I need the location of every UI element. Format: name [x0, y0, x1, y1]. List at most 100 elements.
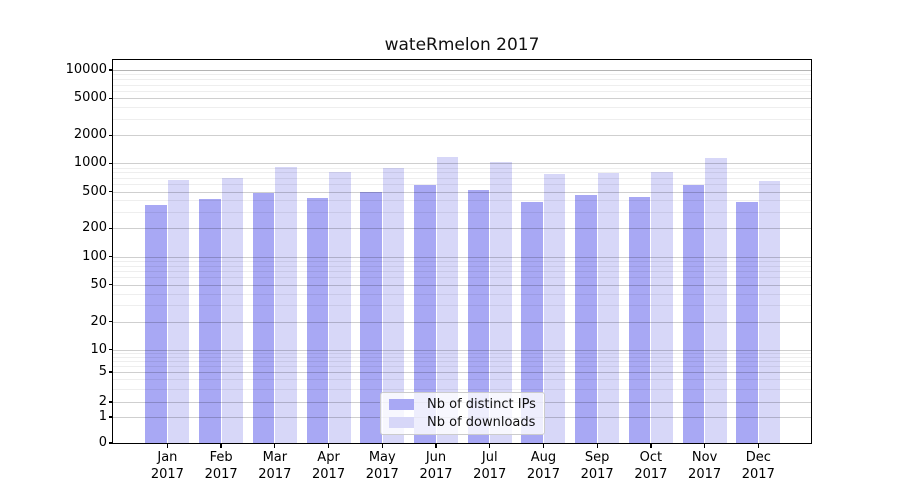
x-tick-label-jan: Jan 2017	[150, 450, 184, 482]
x-tick-mark-jul	[489, 443, 491, 448]
y-tick-mark-2	[108, 401, 113, 403]
gridline-minor-7	[113, 361, 811, 363]
gridline-major-10	[113, 349, 811, 351]
gridline-minor-800	[113, 172, 811, 174]
x-tick-label-apr: Apr 2017	[312, 450, 346, 482]
y-tick-mark-1000	[108, 162, 113, 164]
bar-distinct-ips-jun	[414, 184, 436, 443]
bar-downloads-aug	[543, 174, 566, 443]
gridline-minor-3000	[113, 118, 811, 120]
gridline-major-5	[113, 372, 811, 373]
bar-distinct-ips-jan	[145, 204, 167, 443]
gridline-minor-400	[113, 200, 811, 202]
x-tick-label-aug: Aug 2017	[526, 450, 560, 482]
gridline-minor-4	[113, 379, 811, 381]
x-tick-label-feb: Feb 2017	[204, 450, 238, 482]
gridline-minor-12000	[113, 70, 811, 72]
gridline-minor-3	[113, 388, 811, 390]
x-tick-mark-mar	[274, 443, 276, 448]
gridline-minor-9	[113, 353, 811, 355]
y-tick-mark-500	[108, 190, 113, 193]
bar-downloads-feb	[221, 178, 244, 443]
y-tick-mark-50	[108, 283, 113, 286]
gridline-minor-8	[113, 356, 811, 358]
legend-swatch-downloads	[389, 416, 414, 428]
bar-downloads-dec	[758, 180, 781, 443]
x-tick-label-dec: Dec 2017	[741, 450, 775, 482]
y-tick-label-2: 2	[98, 394, 107, 409]
bar-distinct-ips-mar	[252, 193, 275, 443]
x-tick-label-jul: Jul 2017	[473, 450, 507, 482]
bar-distinct-ips-apr	[306, 197, 329, 443]
x-tick-mark-nov	[703, 443, 706, 448]
gridline-minor-9000	[113, 74, 811, 76]
gridline-major-1000	[113, 163, 811, 165]
x-tick-label-nov: Nov 2017	[688, 450, 722, 482]
gridline-minor-4000	[113, 107, 811, 109]
x-tick-mark-sep	[596, 443, 598, 448]
y-tick-mark-5	[108, 371, 113, 373]
gridline-minor-40	[113, 293, 811, 295]
gridline-major-500	[113, 191, 811, 193]
y-tick-label-5: 5	[98, 364, 107, 379]
y-tick-mark-10	[108, 349, 113, 351]
bar-distinct-ips-oct	[628, 196, 651, 443]
y-tick-label-5000: 5000	[73, 90, 107, 106]
gridline-minor-30	[113, 305, 811, 307]
x-tick-mark-jan	[166, 443, 169, 448]
bar-downloads-jun	[436, 156, 458, 443]
y-tick-label-2000: 2000	[73, 127, 107, 143]
bar-distinct-ips-nov	[682, 184, 705, 443]
gridline-minor-70	[113, 270, 811, 272]
gridline-major-20	[113, 321, 811, 323]
bar-downloads-may	[382, 167, 405, 443]
x-tick-mark-feb	[220, 443, 222, 448]
y-tick-mark-0	[108, 442, 113, 444]
bar-downloads-jan	[167, 180, 190, 443]
bar-distinct-ips-dec	[736, 202, 758, 443]
gridline-major-50	[113, 284, 811, 286]
gridline-minor-7000	[113, 84, 811, 86]
bar-distinct-ips-may	[360, 191, 382, 443]
gridline-minor-8000	[113, 79, 811, 81]
x-tick-mark-jun	[435, 443, 437, 448]
x-tick-label-may: May 2017	[365, 450, 399, 482]
y-tick-label-1: 1	[98, 409, 107, 424]
legend-swatch-distinct-ips	[389, 399, 414, 411]
gridline-major-100	[113, 256, 811, 258]
gridline-minor-900	[113, 167, 811, 169]
y-tick-mark-2000	[108, 134, 113, 136]
y-tick-label-50: 50	[90, 276, 107, 292]
y-tick-mark-1	[108, 416, 113, 418]
y-tick-label-100: 100	[82, 248, 107, 264]
bar-downloads-mar	[275, 167, 297, 443]
gridline-minor-90	[113, 260, 811, 262]
x-tick-label-oct: Oct 2017	[634, 450, 668, 482]
gridline-minor-60	[113, 277, 811, 279]
legend-item-distinct-ips: Nb of distinct IPs	[389, 397, 536, 412]
bar-downloads-sep	[597, 173, 620, 443]
x-tick-label-jun: Jun 2017	[419, 450, 453, 482]
bar-distinct-ips-feb	[199, 198, 221, 443]
y-tick-mark-100	[108, 255, 113, 258]
gridline-minor-80	[113, 265, 811, 267]
x-tick-mark-apr	[327, 443, 330, 448]
y-tick-mark-10000	[108, 69, 113, 71]
gridline-major-2000	[113, 135, 811, 137]
y-tick-label-1000: 1000	[73, 155, 107, 171]
gridline-major-10000	[113, 70, 811, 72]
gridline-minor-300	[113, 212, 811, 214]
y-tick-mark-5000	[108, 97, 113, 99]
gridline-major-200	[113, 228, 811, 230]
bar-downloads-jul	[490, 161, 512, 443]
y-tick-label-10000: 10000	[65, 62, 107, 78]
gridline-minor-11000	[113, 70, 811, 72]
y-tick-label-10: 10	[90, 341, 107, 357]
gridline-minor-6000	[113, 90, 811, 92]
y-tick-mark-200	[108, 227, 113, 230]
chart-title: wateRmelon 2017	[384, 35, 540, 55]
legend-item-downloads: Nb of downloads	[389, 415, 536, 430]
bar-distinct-ips-aug	[521, 201, 543, 443]
legend: Nb of distinct IPs Nb of downloads	[380, 392, 545, 435]
